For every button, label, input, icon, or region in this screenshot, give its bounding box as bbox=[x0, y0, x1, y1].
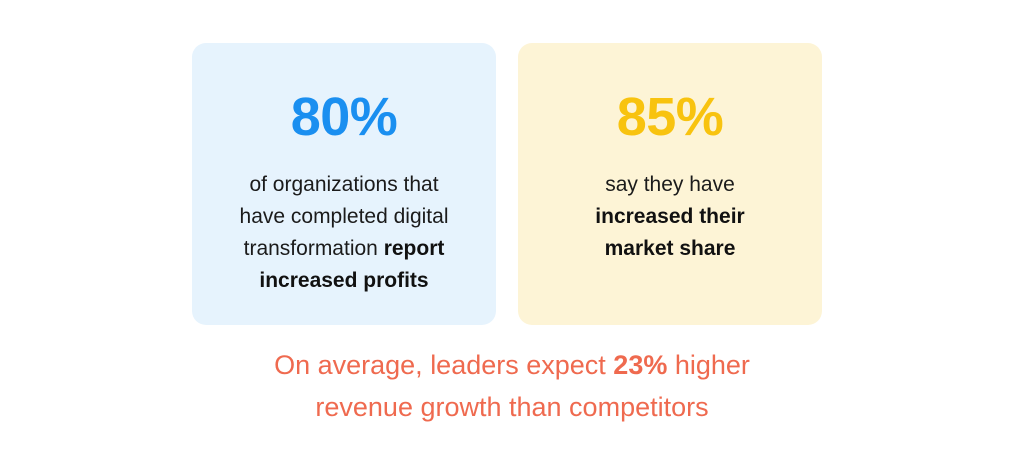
description-bold: increased their bbox=[595, 205, 745, 228]
description-bold: increased profits bbox=[259, 269, 429, 292]
footer-summary: On average, leaders expect 23% higher re… bbox=[0, 344, 1024, 428]
footer-text: On average, leaders expect bbox=[274, 350, 614, 380]
description-line: say they have bbox=[605, 173, 735, 196]
stat-card-market-share: 85% say they have increased their market… bbox=[518, 43, 822, 325]
description-line: of organizations that bbox=[249, 173, 439, 196]
description-bold: report bbox=[383, 237, 445, 260]
footer-text: revenue growth than competitors bbox=[315, 392, 709, 422]
stat-description: say they have increased their market sha… bbox=[532, 169, 808, 265]
description-line: transformation bbox=[243, 237, 384, 260]
description-bold: market share bbox=[604, 237, 736, 260]
stat-value: 80% bbox=[290, 87, 398, 147]
description-line: have completed digital bbox=[239, 205, 449, 228]
footer-text: higher bbox=[667, 350, 750, 380]
stat-description: of organizations that have completed dig… bbox=[206, 169, 482, 297]
stat-card-profits: 80% of organizations that have completed… bbox=[192, 43, 496, 325]
stat-value: 85% bbox=[616, 87, 724, 147]
footer-highlight: 23% bbox=[613, 350, 668, 380]
